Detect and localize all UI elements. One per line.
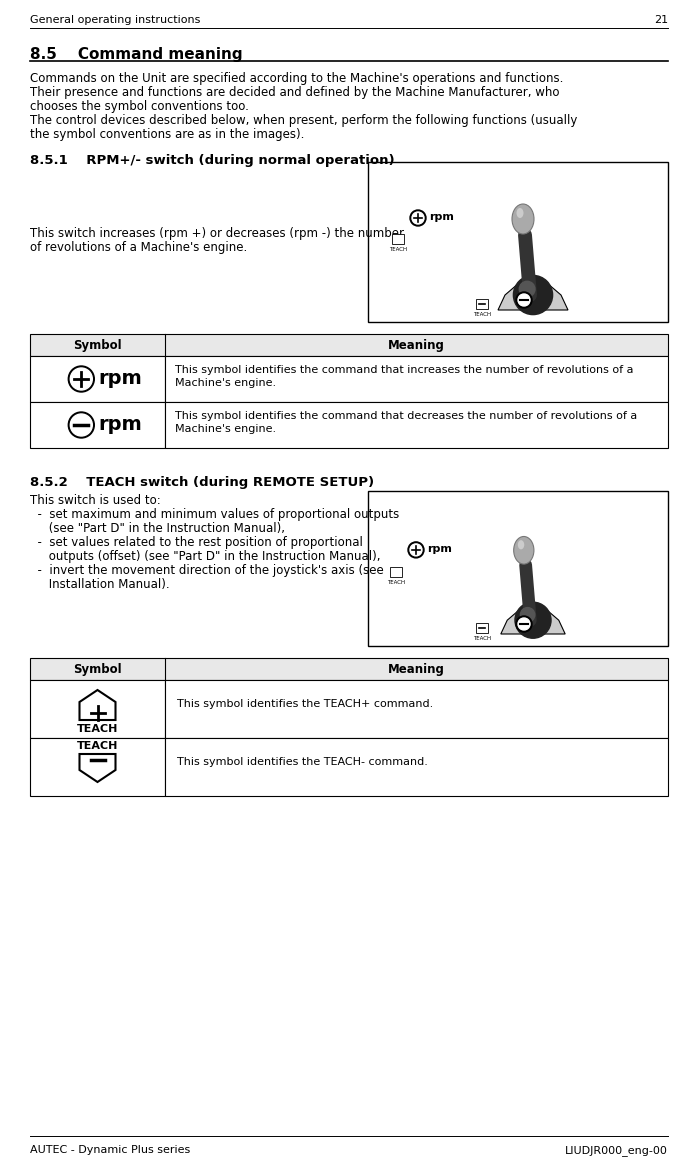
Text: Symbol: Symbol <box>73 338 122 352</box>
Polygon shape <box>80 690 115 720</box>
Circle shape <box>516 616 532 633</box>
Bar <box>165 356 668 401</box>
Text: rpm: rpm <box>429 212 454 222</box>
Text: TEACH: TEACH <box>473 636 491 641</box>
Circle shape <box>68 366 94 392</box>
Text: (see "Part D" in the Instruction Manual),: (see "Part D" in the Instruction Manual)… <box>30 522 285 534</box>
Circle shape <box>518 619 530 630</box>
Bar <box>165 401 668 448</box>
Bar <box>30 680 165 738</box>
Circle shape <box>410 544 422 555</box>
Circle shape <box>516 292 532 308</box>
Text: TEACH: TEACH <box>473 312 491 317</box>
Text: +: + <box>393 567 399 574</box>
Circle shape <box>412 212 424 224</box>
Text: Machine's engine.: Machine's engine. <box>175 378 276 387</box>
Bar <box>30 334 668 356</box>
Ellipse shape <box>517 208 524 218</box>
Text: The control devices described below, when present, perform the following functio: The control devices described below, whe… <box>30 114 577 127</box>
Bar <box>368 491 668 647</box>
Text: This symbol identifies the TEACH- command.: This symbol identifies the TEACH- comman… <box>177 757 428 767</box>
Bar <box>30 738 165 796</box>
Text: 21: 21 <box>654 15 668 25</box>
Text: the symbol conventions are as in the images).: the symbol conventions are as in the ima… <box>30 128 304 141</box>
Circle shape <box>70 368 92 390</box>
Text: -  invert the movement direction of the joystick's axis (see: - invert the movement direction of the j… <box>30 564 384 576</box>
Text: This symbol identifies the command that decreases the number of revolutions of a: This symbol identifies the command that … <box>175 411 637 421</box>
Text: 8.5    Command meaning: 8.5 Command meaning <box>30 47 243 62</box>
Text: +: + <box>395 235 401 240</box>
Ellipse shape <box>512 204 534 235</box>
Text: rpm: rpm <box>535 619 560 628</box>
Bar <box>30 658 668 680</box>
Text: AUTEC - Dynamic Plus series: AUTEC - Dynamic Plus series <box>30 1145 191 1155</box>
Polygon shape <box>80 754 115 782</box>
Bar <box>165 738 668 796</box>
Text: chooses the symbol conventions too.: chooses the symbol conventions too. <box>30 100 249 113</box>
Text: -  set maximum and minimum values of proportional outputs: - set maximum and minimum values of prop… <box>30 508 399 520</box>
Text: -  set values related to the rest position of proportional: - set values related to the rest positio… <box>30 536 363 548</box>
Text: Installation Manual).: Installation Manual). <box>30 578 170 591</box>
Text: rpm: rpm <box>427 544 452 554</box>
Bar <box>368 162 668 322</box>
Text: outputs (offset) (see "Part D" in the Instruction Manual),: outputs (offset) (see "Part D" in the In… <box>30 550 380 562</box>
Text: rpm: rpm <box>535 294 560 303</box>
Bar <box>390 567 402 576</box>
Text: 8.5.1    RPM+/- switch (during normal operation): 8.5.1 RPM+/- switch (during normal opera… <box>30 154 394 167</box>
Bar <box>30 401 165 448</box>
Text: TEACH: TEACH <box>77 724 118 734</box>
Bar <box>165 680 668 738</box>
Ellipse shape <box>514 537 534 564</box>
Text: of revolutions of a Machine's engine.: of revolutions of a Machine's engine. <box>30 242 247 254</box>
Text: Machine's engine.: Machine's engine. <box>175 424 276 434</box>
Circle shape <box>515 602 551 638</box>
Text: This switch increases (rpm +) or decreases (rpm -) the number: This switch increases (rpm +) or decreas… <box>30 228 404 240</box>
Circle shape <box>519 281 535 296</box>
Text: This symbol identifies the command that increases the number of revolutions of a: This symbol identifies the command that … <box>175 365 634 375</box>
Ellipse shape <box>518 540 524 550</box>
Circle shape <box>408 541 424 558</box>
Bar <box>30 356 165 401</box>
Circle shape <box>68 412 94 438</box>
Text: Their presence and functions are decided and defined by the Machine Manufacturer: Their presence and functions are decided… <box>30 86 560 99</box>
Bar <box>392 233 404 244</box>
Polygon shape <box>498 280 568 310</box>
Text: Symbol: Symbol <box>73 663 122 676</box>
Text: TEACH: TEACH <box>387 580 405 585</box>
Circle shape <box>514 275 553 315</box>
Circle shape <box>518 294 530 306</box>
Bar <box>476 299 488 309</box>
Bar <box>476 623 488 633</box>
Text: LIUDJR000_eng-00: LIUDJR000_eng-00 <box>565 1145 668 1155</box>
Text: Meaning: Meaning <box>388 663 445 676</box>
Text: General operating instructions: General operating instructions <box>30 15 200 25</box>
Circle shape <box>70 414 92 436</box>
Circle shape <box>410 210 426 226</box>
Circle shape <box>521 608 535 622</box>
Polygon shape <box>500 607 565 634</box>
Text: rpm: rpm <box>98 414 142 433</box>
Text: This symbol identifies the TEACH+ command.: This symbol identifies the TEACH+ comman… <box>177 699 433 710</box>
Text: This switch is used to:: This switch is used to: <box>30 494 161 506</box>
Text: TEACH: TEACH <box>77 741 118 752</box>
Text: Meaning: Meaning <box>388 338 445 352</box>
Text: 8.5.2    TEACH switch (during REMOTE SETUP): 8.5.2 TEACH switch (during REMOTE SETUP) <box>30 476 374 489</box>
Text: Commands on the Unit are specified according to the Machine's operations and fun: Commands on the Unit are specified accor… <box>30 72 563 85</box>
Text: TEACH: TEACH <box>389 246 407 252</box>
Text: rpm: rpm <box>98 369 142 387</box>
